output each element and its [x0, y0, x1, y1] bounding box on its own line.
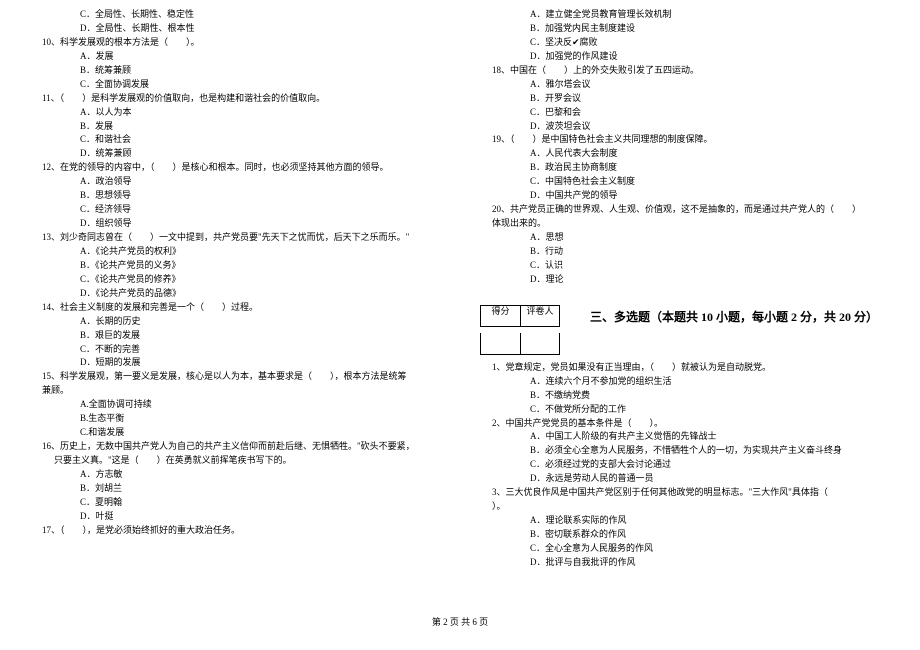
q19-option-c: C．中国特色社会主义制度	[480, 175, 890, 189]
m1-option-a: A．连续六个月不参加党的组织生活	[480, 375, 890, 389]
q20-option-c: C．认识	[480, 259, 890, 273]
q15-stem-line2: 兼顾。	[30, 384, 440, 398]
m3-stem-line2: ）。	[480, 500, 890, 514]
q16-option-d: D．叶挺	[30, 510, 440, 524]
q10-stem: 10、科学发展观的根本方法是（ ）。	[30, 36, 440, 50]
m3-option-c: C．全心全意为人民服务的作风	[480, 542, 890, 556]
q13-stem: 13、刘少奇同志曾在（ ）一文中提到，共产党员要"先天下之忧而忧，后天下之乐而乐…	[30, 231, 440, 245]
score-header-score: 得分	[480, 305, 520, 327]
q18-stem: 18、中国在（ ）上的外交失败引发了五四运动。	[480, 64, 890, 78]
left-column: C．全局性、长期性、稳定性 D．全局性、长期性、根本性 10、科学发展观的根本方…	[30, 8, 440, 610]
m1-stem: 1、党章规定，党员如果没有正当理由，（ ）就被认为是自动脱党。	[480, 361, 890, 375]
right-column: A．建立健全党员教育管理长效机制 B．加强党内民主制度建设 C．坚决反✔腐败 D…	[480, 8, 890, 610]
m2-option-a: A．中国工人阶级的有共产主义觉悟的先锋战士	[480, 430, 890, 444]
m3-option-b: B．密切联系群众的作风	[480, 528, 890, 542]
q16-stem-line2: 只要主义真。"这是（ ）在英勇就义前挥笔疾书写下的。	[30, 454, 440, 468]
q20-option-a: A．思想	[480, 231, 890, 245]
q15-stem-line1: 15、科学发展观，第一要义是发展，核心是以人为本，基本要求是（ ），根本方法是统…	[30, 370, 440, 384]
q19-stem: 19、（ ）是中国特色社会主义共同理想的制度保障。	[480, 133, 890, 147]
score-blank-1[interactable]	[480, 333, 520, 355]
section3-title: 三、多选题（本题共 10 小题，每小题 2 分，共 20 分）	[590, 308, 878, 327]
m2-option-b: B．必须全心全意为人民服务，不惜牺牲个人的一切，为实现共产主义奋斗终身	[480, 444, 890, 458]
q16-option-b: B．刘胡兰	[30, 482, 440, 496]
q13-option-a: A．《论共产党员的权利》	[30, 245, 440, 259]
m2-stem: 2、中国共产党党员的基本条件是（ ）。	[480, 417, 890, 431]
q14-option-a: A．长期的历史	[30, 315, 440, 329]
q16-stem-line1: 16、历史上，无数中国共产党人为自己的共产主义信仰而前赴后继、无惧牺牲。"砍头不…	[30, 440, 440, 454]
q9-option-c: C．全局性、长期性、稳定性	[30, 8, 440, 22]
q18-option-b: B．开罗会议	[480, 92, 890, 106]
q12-option-c: C．经济领导	[30, 203, 440, 217]
q10-option-c: C．全面协调发展	[30, 78, 440, 92]
q10-option-b: B．统筹兼顾	[30, 64, 440, 78]
q19-option-a: A．人民代表大会制度	[480, 147, 890, 161]
q18-option-c: C．巴黎和会	[480, 106, 890, 120]
score-empty-row	[480, 333, 890, 355]
m3-option-a: A．理论联系实际的作风	[480, 514, 890, 528]
q16-option-a: A．方志敏	[30, 468, 440, 482]
q13-option-b: B．《论共产党员的义务》	[30, 259, 440, 273]
q11-option-b: B．发展	[30, 120, 440, 134]
q13-option-c: C．《论共产党员的修养》	[30, 273, 440, 287]
score-table: 得分 评卷人 三、多选题（本题共 10 小题，每小题 2 分，共 20 分）	[480, 305, 890, 327]
q12-stem: 12、在党的领导的内容中，（ ）是核心和根本。同时，也必须坚持其他方面的领导。	[30, 161, 440, 175]
page-columns: C．全局性、长期性、稳定性 D．全局性、长期性、根本性 10、科学发展观的根本方…	[30, 8, 890, 610]
m1-option-b: B．不缴纳党费	[480, 389, 890, 403]
q17-option-a: A．建立健全党员教育管理长效机制	[480, 8, 890, 22]
q17-option-b: B．加强党内民主制度建设	[480, 22, 890, 36]
q14-stem: 14、社会主义制度的发展和完善是一个（ ）过程。	[30, 301, 440, 315]
m1-option-c: C．不做党所分配的工作	[480, 403, 890, 417]
q17-stem: 17、（ ），是党必须始终抓好的重大政治任务。	[30, 524, 440, 538]
q18-option-d: D．波茨坦会议	[480, 120, 890, 134]
q19-option-b: B．政治民主协商制度	[480, 161, 890, 175]
score-header-grader: 评卷人	[520, 305, 560, 327]
q11-option-d: D．统筹兼顾	[30, 147, 440, 161]
q12-option-d: D．组织领导	[30, 217, 440, 231]
q20-stem-line2: 体现出来的。	[480, 217, 890, 231]
q11-option-c: C．和谐社会	[30, 133, 440, 147]
q15-option-a: A.全面协调可持续	[30, 398, 440, 412]
page-footer: 第 2 页 共 6 页	[30, 610, 890, 630]
q20-option-d: D．理论	[480, 273, 890, 287]
q20-stem-line1: 20、共产党员正确的世界观、人生观、价值观，这不是抽象的，而是通过共产党人的（ …	[480, 203, 890, 217]
q14-option-c: C．不断的完善	[30, 343, 440, 357]
q12-option-a: A．政治领导	[30, 175, 440, 189]
m2-option-c: C．必须经过党的支部大会讨论通过	[480, 458, 890, 472]
q14-option-b: B．艰巨的发展	[30, 329, 440, 343]
q14-option-d: D．短期的发展	[30, 356, 440, 370]
m3-option-d: D．批评与自我批评的作风	[480, 556, 890, 570]
q18-option-a: A．雅尔塔会议	[480, 78, 890, 92]
q17-option-c: C．坚决反✔腐败	[480, 36, 890, 50]
q20-option-b: B．行动	[480, 245, 890, 259]
m3-stem-line1: 3、三大优良作风是中国共产党区别于任何其他政党的明显标志。"三大作风"具体指（	[480, 486, 890, 500]
q19-option-d: D．中国共产党的领导	[480, 189, 890, 203]
q11-stem: 11、（ ）是科学发展观的价值取向，也是构建和谐社会的价值取向。	[30, 92, 440, 106]
q17-option-d: D．加强党的作风建设	[480, 50, 890, 64]
score-blank-2[interactable]	[520, 333, 560, 355]
q13-option-d: D．《论共产党员的品德》	[30, 287, 440, 301]
q15-option-c: C.和谐发展	[30, 426, 440, 440]
q11-option-a: A．以人为本	[30, 106, 440, 120]
q12-option-b: B．思想领导	[30, 189, 440, 203]
q9-option-d: D．全局性、长期性、根本性	[30, 22, 440, 36]
q16-option-c: C．夏明翰	[30, 496, 440, 510]
m2-option-d: D．永远是劳动人民的普通一员	[480, 472, 890, 486]
q15-option-b: B.生态平衡	[30, 412, 440, 426]
q10-option-a: A．发展	[30, 50, 440, 64]
